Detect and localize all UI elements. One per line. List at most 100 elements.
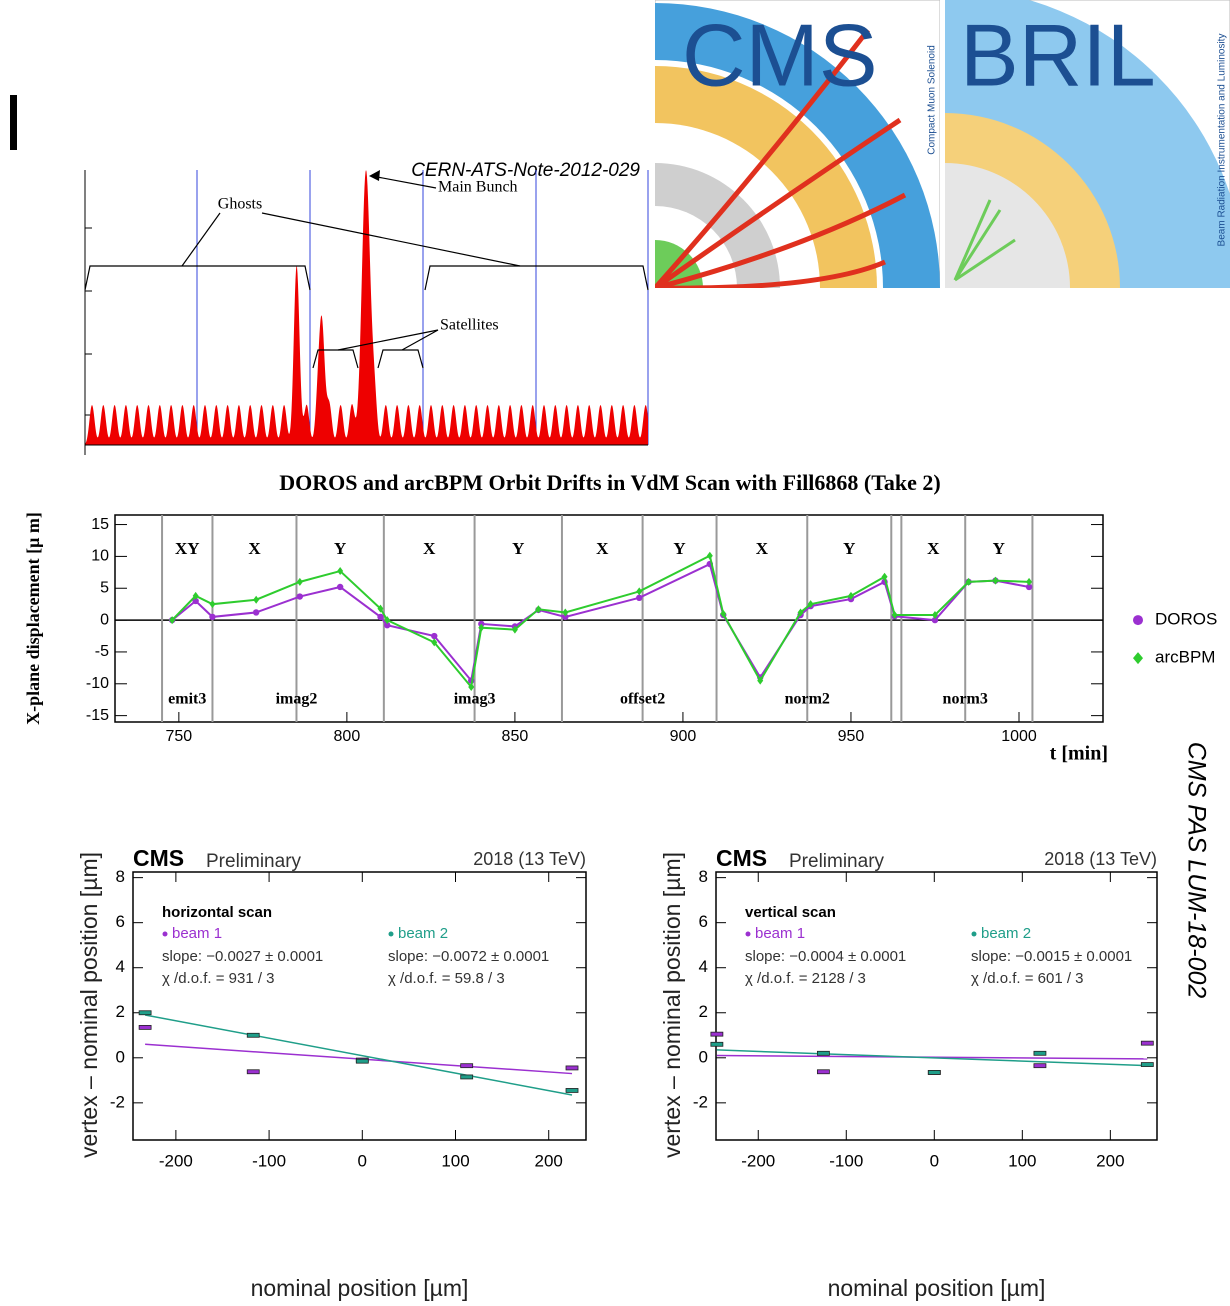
fit-slope: slope: −0.0027 ± 0.0001 xyxy=(162,948,323,965)
scan-name: norm3 xyxy=(943,691,988,708)
x-tick-label: 850 xyxy=(502,728,529,745)
legend-marker xyxy=(162,931,168,937)
point xyxy=(565,1065,579,1071)
logo-text: BRIL xyxy=(960,5,1156,104)
point xyxy=(720,609,727,618)
plot-frame xyxy=(715,871,1158,1141)
y-tick-label: 0 xyxy=(699,1047,708,1066)
point xyxy=(757,676,764,685)
point xyxy=(1026,577,1033,586)
legend-marker xyxy=(1133,615,1143,626)
fit-line xyxy=(716,1049,1148,1067)
fit-slope: slope: −0.0004 ± 0.0001 xyxy=(745,948,906,965)
x-tick-label: -200 xyxy=(159,1151,193,1170)
point xyxy=(246,1032,260,1038)
point xyxy=(1033,1063,1047,1069)
legend-label: arcBPM xyxy=(1155,648,1215,667)
diagram-bracket xyxy=(261,212,521,267)
bunch-profile xyxy=(85,170,648,445)
scan-plane: Y xyxy=(512,539,524,558)
scan-plane: X xyxy=(423,539,436,558)
legend-marker xyxy=(971,931,977,937)
diagram-bracket xyxy=(337,329,439,351)
chart-title: DOROS and arcBPM Orbit Drifts in VdM Sca… xyxy=(279,470,940,495)
point xyxy=(192,591,199,600)
point xyxy=(296,577,303,586)
point xyxy=(431,638,438,647)
status: Preliminary xyxy=(206,851,302,872)
energy: 2018 (13 TeV) xyxy=(473,849,586,869)
y-tick-label: 0 xyxy=(116,1047,125,1066)
point xyxy=(847,591,854,600)
y-tick-label: 2 xyxy=(699,1002,708,1021)
point xyxy=(562,613,569,621)
x-axis-label: nominal position [µm] xyxy=(828,1275,1046,1301)
point xyxy=(565,1088,579,1093)
legend-label: beam 1 xyxy=(172,925,222,942)
bunch-diagram: Ghosts Main Bunch Satellites xyxy=(84,170,649,455)
fit-chi2: χ /d.o.f. = 59.8 / 3 xyxy=(388,970,505,987)
point xyxy=(881,572,888,581)
x-tick-label: -100 xyxy=(829,1151,863,1170)
diagram-label: Satellites xyxy=(440,317,499,334)
y-axis-label: X-plane displacement [μ m] xyxy=(23,512,43,725)
diagram-bracket xyxy=(371,175,437,189)
fit-chi2: χ /d.o.f. = 931 / 3 xyxy=(162,970,275,987)
point xyxy=(706,551,713,560)
brand: CMS xyxy=(133,845,184,871)
energy: 2018 (13 TeV) xyxy=(1044,849,1157,869)
y-tick-label: 4 xyxy=(699,957,708,976)
scan-plane: X xyxy=(596,539,609,558)
point xyxy=(468,682,475,691)
scan-plane: Y xyxy=(993,539,1005,558)
x-tick-label: -100 xyxy=(252,1151,286,1170)
point xyxy=(253,595,260,604)
y-tick-label: 15 xyxy=(91,516,109,533)
scan-plane: X xyxy=(927,539,940,558)
fit-slope: slope: −0.0072 ± 0.0001 xyxy=(388,948,549,965)
point xyxy=(377,613,384,621)
diagram-bracket xyxy=(424,265,649,291)
diagram-bracket xyxy=(181,212,221,267)
y-tick-label: 8 xyxy=(116,867,125,886)
point xyxy=(138,1010,152,1016)
status: Preliminary xyxy=(789,851,885,872)
logo-bril: BRIL Beam Radiation Instrumentation and … xyxy=(945,0,1230,288)
point xyxy=(460,1074,474,1080)
point xyxy=(209,600,216,609)
y-axis-label: vertex – nominal position [µm] xyxy=(76,852,102,1158)
logo-rays xyxy=(953,199,1016,282)
plot-frame xyxy=(132,871,587,1141)
legend-label: beam 2 xyxy=(398,925,448,942)
diagram-arrowhead xyxy=(369,170,380,181)
point xyxy=(807,600,814,609)
point xyxy=(931,616,939,624)
y-tick-label: -2 xyxy=(110,1092,125,1111)
diagram-label: Main Bunch xyxy=(438,179,518,196)
point xyxy=(535,605,542,614)
x-tick-label: 100 xyxy=(1008,1151,1036,1170)
y-tick-label: 6 xyxy=(699,912,708,931)
slide-bar xyxy=(10,95,17,150)
legend-label: beam 1 xyxy=(755,925,805,942)
x-tick-label: 0 xyxy=(930,1151,939,1170)
point xyxy=(192,597,199,605)
x-tick-label: 900 xyxy=(670,728,697,745)
point xyxy=(562,608,569,617)
point xyxy=(431,632,438,640)
y-tick-label: 2 xyxy=(116,1002,125,1021)
y-tick-label: 5 xyxy=(100,579,109,596)
diagram-bracket xyxy=(401,329,439,351)
fit-chi2: χ /d.o.f. = 601 / 3 xyxy=(971,970,1084,987)
point xyxy=(138,1024,152,1030)
scan-label: vertical scan xyxy=(745,904,836,921)
side-note: CMS PAS LUM-18-002 xyxy=(1182,742,1210,999)
diagram-label: Ghosts xyxy=(218,196,262,213)
point xyxy=(252,609,260,616)
x-tick-label: 100 xyxy=(441,1151,469,1170)
scan-name: imag2 xyxy=(276,691,318,708)
logo-cms: CMS Compact Muon Solenoid xyxy=(655,0,940,288)
point xyxy=(1033,1050,1047,1056)
point xyxy=(169,616,176,625)
